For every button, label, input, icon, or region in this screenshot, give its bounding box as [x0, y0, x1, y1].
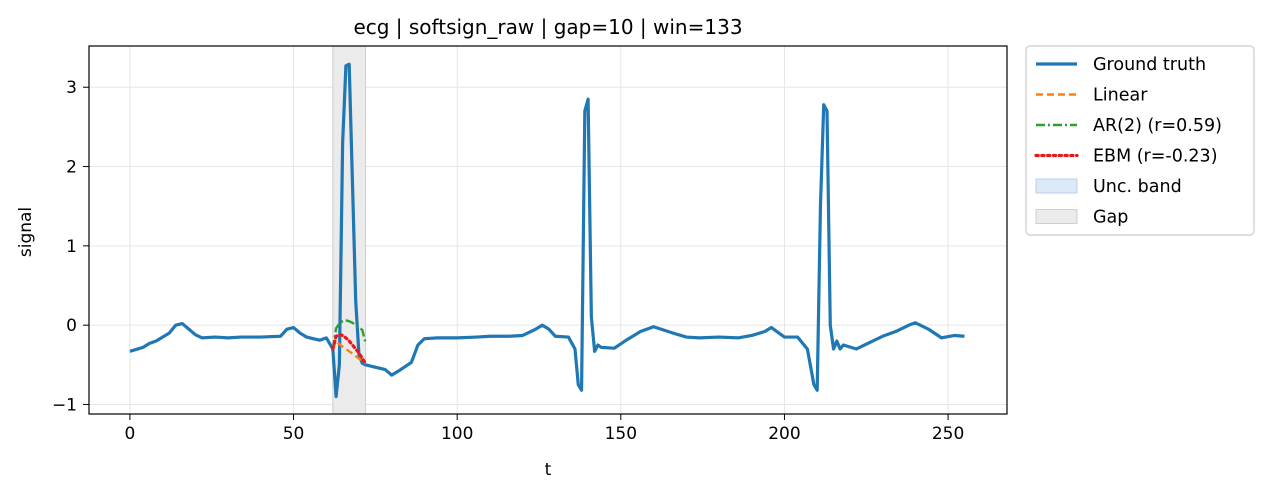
legend-label: AR(2) (r=0.59): [1093, 116, 1222, 136]
legend-frame: [1025, 45, 1255, 236]
x-tick-label: 100: [441, 424, 473, 444]
legend: Ground truth Linear AR(2) (r=0.59) EBM (r=-…: [1025, 45, 1255, 236]
legend-label: Gap: [1093, 208, 1128, 228]
series-line-ar-2-r-0-59: [331, 319, 367, 350]
legend-swatch: [1035, 178, 1078, 194]
y-tick-label: 2: [66, 158, 77, 178]
y-tick-label: 1: [66, 237, 77, 257]
y-tick-label: 3: [66, 78, 77, 98]
x-tick-label: 250: [932, 424, 964, 444]
series-line-ebm-r-0-23: [331, 333, 368, 365]
y-axis-label: signal: [16, 207, 36, 257]
legend-label: Ground truth: [1093, 55, 1206, 75]
x-tick-label: 50: [283, 424, 305, 444]
x-tick-label: 200: [768, 424, 800, 444]
series-line-ground-truth: [129, 62, 965, 399]
legend-label: Unc. band: [1093, 177, 1182, 197]
x-tick-label: 150: [605, 424, 637, 444]
x-tick-label: 0: [124, 424, 135, 444]
axis-ticks: 0 50 100 150 200 250 −1 0 1 2 3: [52, 78, 964, 444]
series-line-linear: [331, 339, 367, 365]
legend-label: EBM (r=-0.23): [1093, 147, 1218, 167]
grid: [89, 46, 1007, 414]
y-tick-label: −1: [52, 395, 77, 415]
plot-frame: [88, 45, 1008, 415]
series-layer: [129, 62, 965, 399]
x-axis-label: t: [545, 460, 552, 480]
chart-title: ecg | softsign_raw | gap=10 | win=133: [353, 15, 742, 39]
legend-label: Linear: [1093, 86, 1148, 106]
legend-swatch: [1035, 209, 1078, 224]
y-tick-label: 0: [66, 316, 77, 336]
